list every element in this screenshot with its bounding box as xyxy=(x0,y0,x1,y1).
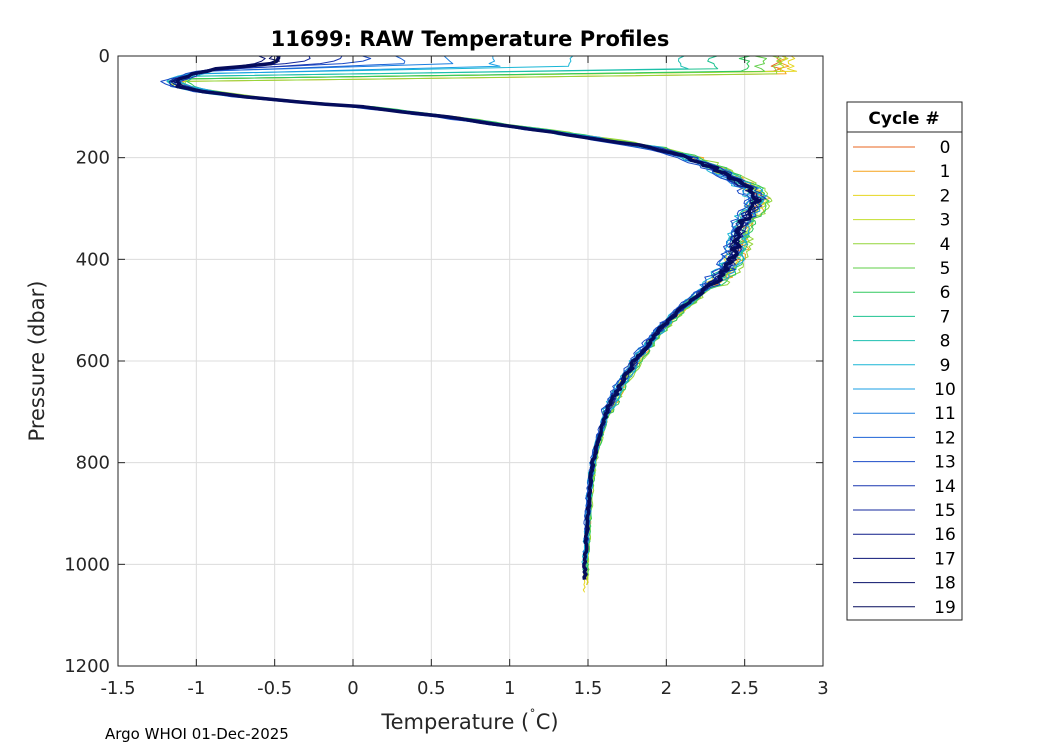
x-axis-title-degree: ˚ xyxy=(529,708,536,724)
x-tick-label: 2 xyxy=(661,678,672,699)
legend-title: Cycle # xyxy=(868,109,939,129)
y-tick-label: 1200 xyxy=(64,656,110,677)
x-tick-label: -1 xyxy=(187,678,205,699)
legend-label-cycle-15: 15 xyxy=(934,501,956,521)
x-tick-label: 0 xyxy=(347,678,358,699)
profile-lines xyxy=(160,55,798,593)
legend-label-cycle-7: 7 xyxy=(940,307,951,327)
legend-label-cycle-18: 18 xyxy=(934,574,956,594)
x-axis-ticks: -1.5 -1 -0.5 0 0.5 1 1.5 2 2.5 3 xyxy=(100,56,829,699)
legend-label-cycle-19: 19 xyxy=(934,598,956,618)
y-tick-label: 600 xyxy=(76,351,110,372)
x-axis-title: Temperature (˚C) xyxy=(380,708,558,734)
x-tick-label: 1.5 xyxy=(574,678,603,699)
legend-label-cycle-12: 12 xyxy=(934,428,956,448)
legend-label-cycle-8: 8 xyxy=(940,332,951,352)
legend-label-cycle-0: 0 xyxy=(940,138,951,158)
footer-credit: Argo WHOI 01-Dec-2025 xyxy=(105,725,289,743)
y-tick-label: 1000 xyxy=(64,554,110,575)
legend-label-cycle-10: 10 xyxy=(934,380,956,400)
legend-label-cycle-17: 17 xyxy=(934,549,956,569)
x-tick-label: 1 xyxy=(504,678,515,699)
legend-label-cycle-6: 6 xyxy=(940,283,951,303)
legend-label-cycle-11: 11 xyxy=(934,404,956,424)
legend-label-cycle-9: 9 xyxy=(940,356,951,376)
legend-label-cycle-2: 2 xyxy=(940,186,951,206)
legend-label-cycle-14: 14 xyxy=(934,477,956,497)
x-tick-label: 0.5 xyxy=(417,678,446,699)
x-tick-label: -1.5 xyxy=(100,678,135,699)
y-tick-label: 800 xyxy=(76,453,110,474)
legend-label-cycle-5: 5 xyxy=(940,259,951,279)
chart-title: 11699: RAW Temperature Profiles xyxy=(271,27,670,51)
legend-label-cycle-4: 4 xyxy=(940,235,951,255)
y-axis-ticks: 0 200 400 600 800 1000 1200 xyxy=(64,46,823,677)
x-tick-label: -0.5 xyxy=(257,678,292,699)
legend-box xyxy=(846,101,963,621)
legend-label-cycle-1: 1 xyxy=(940,162,951,182)
legend-label-cycle-16: 16 xyxy=(934,525,956,545)
y-axis-title: Pressure (dbar) xyxy=(25,281,49,442)
legend-label-cycle-13: 13 xyxy=(934,453,956,473)
x-axis-title-unit: C) xyxy=(536,710,559,734)
y-tick-label: 200 xyxy=(76,148,110,169)
x-tick-label: 3 xyxy=(817,678,828,699)
profile-line-cycle-19 xyxy=(175,55,762,580)
y-tick-label: 400 xyxy=(76,249,110,270)
grid-lines xyxy=(118,56,823,666)
legend-label-cycle-3: 3 xyxy=(940,211,951,231)
x-tick-label: 2.5 xyxy=(730,678,759,699)
x-axis-title-main: Temperature ( xyxy=(380,710,529,734)
y-tick-label: 0 xyxy=(99,46,110,67)
